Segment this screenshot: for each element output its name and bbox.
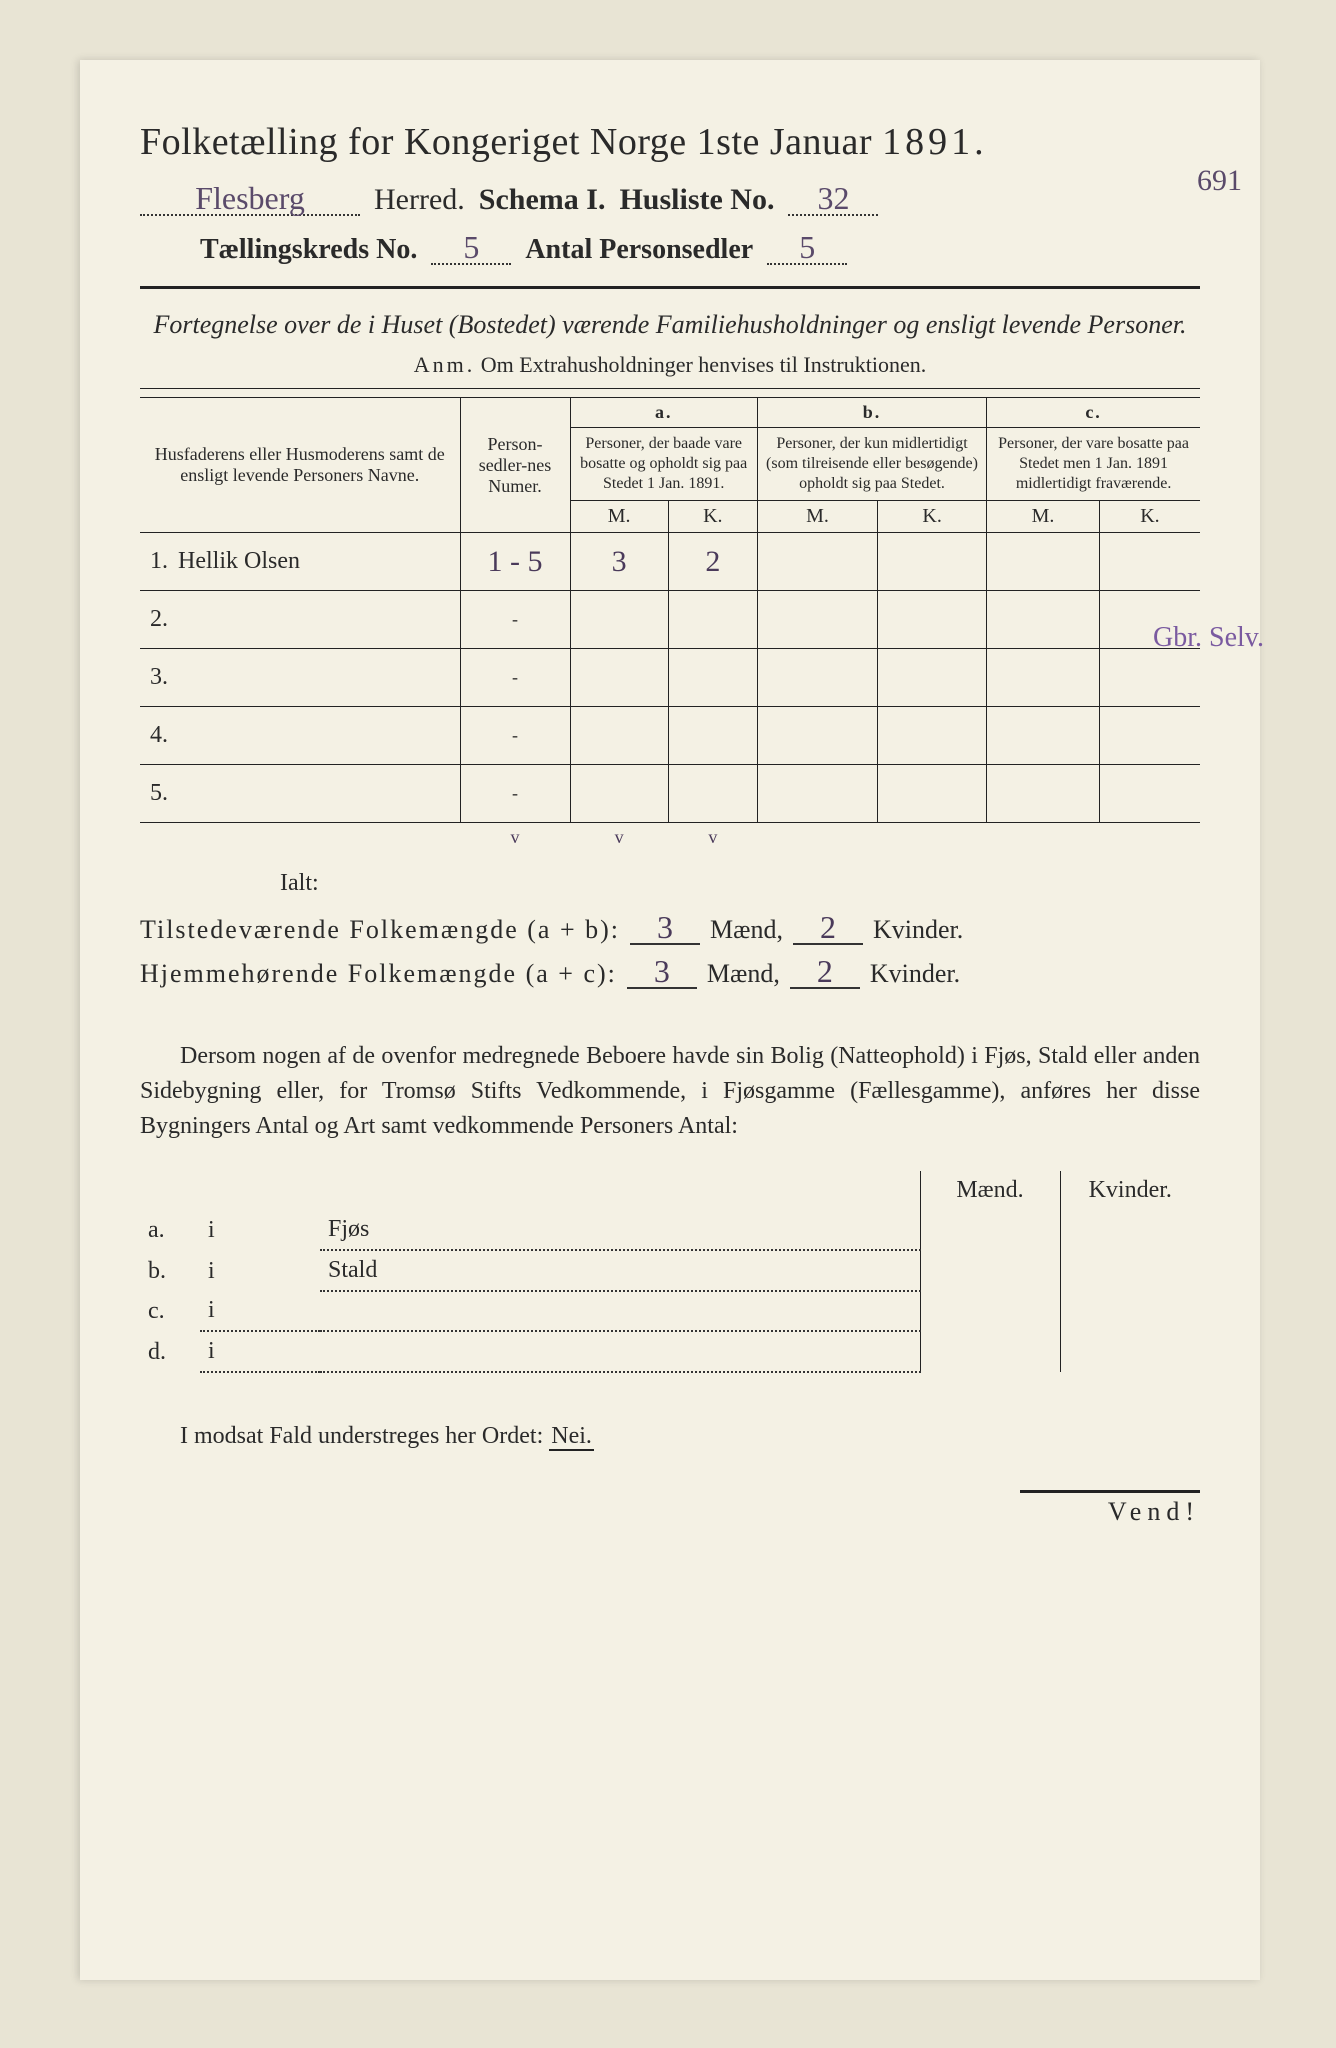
row-label: a. — [140, 1210, 200, 1250]
col-k: K. — [878, 501, 987, 533]
title-text: Folketælling for Kongeriget Norge 1ste J… — [140, 121, 872, 163]
divider — [140, 286, 1200, 289]
anm-line: Anm. Om Extrahusholdninger henvises til … — [140, 352, 1200, 378]
table-row: c. i — [140, 1291, 1200, 1331]
husliste-value: 32 — [788, 182, 878, 216]
row-label: c. — [140, 1291, 200, 1331]
col-desc-b: Personer, der kun midlertidigt (som tilr… — [757, 428, 986, 501]
kreds-label: Tællingskreds No. — [200, 234, 417, 266]
table-row: 4. - — [140, 707, 1200, 765]
cell-num: - — [460, 649, 570, 707]
herred-label: Herred. — [374, 183, 465, 217]
row-label: d. — [140, 1331, 200, 1372]
sum-k-value: 2 — [790, 955, 860, 989]
tick-row: v v v — [140, 823, 1200, 853]
tick: v — [460, 823, 570, 853]
census-form-page: 691 Gbr. Selv. Folketælling for Kongerig… — [80, 60, 1260, 1980]
col-maend: Mænd. — [920, 1171, 1060, 1210]
row-number: 3. — [150, 664, 168, 690]
row-number: 2. — [150, 606, 168, 632]
col-header-num: Person-sedler-nes Numer. — [460, 398, 570, 533]
cell-num: - — [460, 707, 570, 765]
cell-am: 3 — [570, 533, 668, 591]
col-header-b: b. — [757, 398, 986, 428]
cell-num: - — [460, 591, 570, 649]
table-row: 5. - — [140, 765, 1200, 823]
table-row: b. i Stald — [140, 1250, 1200, 1291]
schema-label: Schema I. — [479, 183, 606, 217]
table-row: 1. Hellik Olsen 1 - 5 3 2 — [140, 533, 1200, 591]
husliste-label: Husliste No. — [619, 183, 774, 217]
household-table: Husfaderens eller Husmoderens samt de en… — [140, 397, 1200, 852]
table-row: 2. - — [140, 591, 1200, 649]
building-paragraph: Dersom nogen af de ovenfor medregnede Be… — [140, 1039, 1200, 1143]
i-label: i — [200, 1331, 320, 1372]
sum-m-value: 3 — [630, 911, 700, 945]
col-m: M. — [987, 501, 1100, 533]
nei-word: Nei. — [549, 1423, 594, 1451]
i-label: i — [200, 1250, 320, 1291]
margin-annotation: Gbr. Selv. — [1153, 622, 1264, 654]
col-desc-a: Personer, der baade vare bosatte og opho… — [570, 428, 757, 501]
nei-pre: I modsat Fald understreges her Ordet: — [180, 1423, 543, 1449]
col-kvinder: Kvinder. — [1060, 1171, 1200, 1210]
person-name: Hellik Olsen — [178, 548, 300, 575]
table-row: d. i — [140, 1331, 1200, 1372]
sum-line-resident: Hjemmehørende Folkemængde (a + c): 3 Mæn… — [140, 955, 1200, 989]
col-header-a: a. — [570, 398, 757, 428]
row-label: b. — [140, 1250, 200, 1291]
nei-line: I modsat Fald understreges her Ordet: Ne… — [140, 1423, 1200, 1450]
col-k: K. — [1099, 501, 1200, 533]
vend-label: Vend! — [1020, 1490, 1200, 1527]
cell-bk — [878, 533, 987, 591]
corner-annotation: 691 — [1197, 164, 1242, 198]
cell-bm — [757, 533, 877, 591]
col-header-c: c. — [987, 398, 1200, 428]
col-m: M. — [570, 501, 668, 533]
building-word: Stald — [328, 1257, 377, 1283]
sum-label: Tilstedeværende Folkemængde (a + b): — [140, 915, 620, 945]
ialt-label: Ialt: — [280, 870, 1200, 897]
antal-label: Antal Personsedler — [525, 234, 753, 266]
building-word: Fjøs — [328, 1216, 369, 1242]
herred-line: Flesberg Herred. Schema I. Husliste No. … — [140, 182, 1200, 217]
building-table: Mænd. Kvinder. a. i Fjøs b. i Stald c. i… — [140, 1171, 1200, 1373]
i-label: i — [200, 1291, 320, 1331]
col-m: M. — [757, 501, 877, 533]
intro-text: Fortegnelse over de i Huset (Bostedet) v… — [140, 307, 1200, 342]
cell-cm — [987, 533, 1100, 591]
sum-label: Hjemmehørende Folkemængde (a + c): — [140, 959, 617, 989]
cell-ak: 2 — [668, 533, 757, 591]
maend-label: Mænd, — [710, 915, 783, 945]
row-number: 1. — [150, 548, 168, 575]
sum-k-value: 2 — [793, 911, 863, 945]
row-number: 4. — [150, 722, 168, 748]
cell-ck — [1099, 533, 1200, 591]
kreds-value: 5 — [431, 231, 511, 265]
title-year: 1891. — [882, 121, 988, 163]
tick: v — [570, 823, 668, 853]
herred-value: Flesberg — [140, 182, 360, 216]
kvinder-label: Kvinder. — [873, 915, 963, 945]
tick: v — [668, 823, 757, 853]
page-title: Folketælling for Kongeriget Norge 1ste J… — [140, 120, 1200, 164]
col-desc-c: Personer, der vare bosatte paa Stedet me… — [987, 428, 1200, 501]
table-row: 3. - — [140, 649, 1200, 707]
kvinder-label: Kvinder. — [870, 959, 960, 989]
row-number: 5. — [150, 780, 168, 806]
divider — [140, 388, 1200, 389]
anm-text: Om Extrahusholdninger henvises til Instr… — [481, 352, 926, 377]
cell-num: - — [460, 765, 570, 823]
col-k: K. — [668, 501, 757, 533]
antal-value: 5 — [767, 231, 847, 265]
col-header-name: Husfaderens eller Husmoderens samt de en… — [140, 398, 460, 533]
sum-m-value: 3 — [627, 955, 697, 989]
anm-label: Anm. — [414, 352, 476, 377]
cell-num: 1 - 5 — [460, 533, 570, 591]
table-row: a. i Fjøs — [140, 1210, 1200, 1250]
maend-label: Mænd, — [707, 959, 780, 989]
i-label: i — [200, 1210, 320, 1250]
kreds-line: Tællingskreds No. 5 Antal Personsedler 5 — [140, 231, 1200, 266]
sum-line-present: Tilstedeværende Folkemængde (a + b): 3 M… — [140, 911, 1200, 945]
